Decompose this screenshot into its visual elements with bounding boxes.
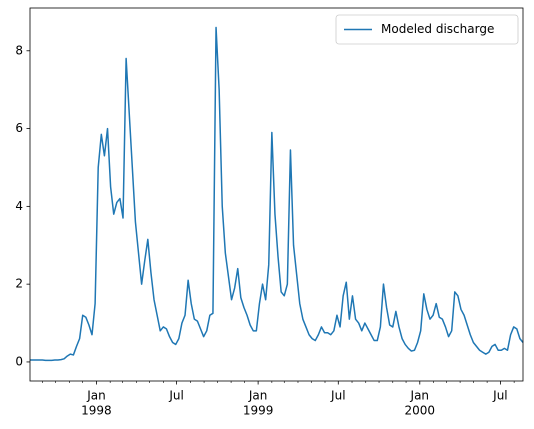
legend-label: Modeled discharge xyxy=(381,22,494,36)
x-tick-label: Jul xyxy=(168,389,183,403)
line-series xyxy=(30,26,524,362)
y-tick-label: 4 xyxy=(15,199,23,213)
x-tick-label: 1998 xyxy=(81,404,112,418)
x-tick-label: Jul xyxy=(492,389,507,403)
x-tick-label: 2000 xyxy=(405,404,436,418)
x-tick-label: Jan xyxy=(410,389,430,403)
y-tick-label: 2 xyxy=(15,277,23,291)
legend-box xyxy=(335,14,519,45)
x-tick-label: 1999 xyxy=(243,404,274,418)
x-tick-label: Jan xyxy=(248,389,268,403)
axes-frame xyxy=(29,7,524,382)
y-tick-label: 6 xyxy=(15,121,23,135)
y-tick-label: 8 xyxy=(15,43,23,57)
x-tick-label: Jul xyxy=(330,389,345,403)
y-tick-label: 0 xyxy=(15,354,23,368)
x-tick-label: Jan xyxy=(86,389,106,403)
